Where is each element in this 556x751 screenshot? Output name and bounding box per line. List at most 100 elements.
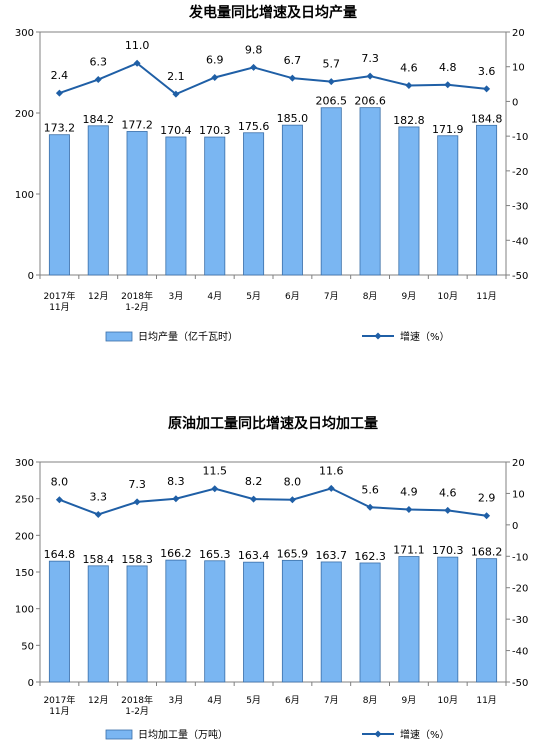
growth-label: 11.0 — [125, 39, 150, 52]
growth-point — [288, 74, 296, 82]
bar-label: 168.2 — [471, 546, 503, 559]
legend-bar-label: 日均加工量（万吨） — [138, 728, 228, 741]
y2-tick-label: 10 — [512, 489, 525, 500]
growth-point — [288, 496, 296, 504]
bar — [165, 136, 187, 276]
x-tick-label: 3月 — [169, 695, 184, 706]
growth-label: 7.3 — [128, 478, 146, 491]
bar-label: 182.8 — [393, 114, 425, 127]
bar-label: 185.0 — [277, 112, 309, 125]
x-tick-label: 5月 — [246, 291, 261, 302]
x-tick-label: 7月 — [324, 291, 339, 302]
y-tick-label: 150 — [15, 568, 34, 579]
x-tick-label: 2017年 11月 — [43, 290, 75, 313]
growth-label: 11.5 — [203, 465, 228, 478]
growth-point — [327, 78, 335, 86]
bar — [204, 560, 226, 683]
growth-label: 4.8 — [439, 61, 457, 74]
growth-point — [405, 81, 413, 89]
growth-point — [250, 63, 258, 71]
y-tick-label: 200 — [15, 531, 34, 542]
growth-point — [94, 76, 102, 84]
bar — [243, 132, 265, 276]
legend-bar-swatch — [105, 729, 133, 740]
y-tick-label: 300 — [15, 28, 34, 39]
bar — [126, 565, 148, 683]
growth-label: 4.9 — [400, 485, 418, 498]
growth-label: 3.3 — [90, 490, 108, 503]
growth-point — [55, 89, 63, 97]
growth-point — [366, 503, 374, 511]
bar — [87, 125, 109, 276]
bar — [476, 124, 498, 276]
bar-label: 173.2 — [44, 122, 76, 135]
chart-title: 发电量同比增速及日均产量 — [188, 4, 357, 21]
growth-point — [483, 85, 491, 93]
bar-label: 206.5 — [316, 95, 348, 108]
y2-tick-label: -50 — [512, 678, 528, 689]
bar — [48, 560, 70, 683]
y-tick-label: 0 — [28, 271, 34, 282]
growth-label: 5.7 — [323, 58, 341, 71]
x-tick-label: 10月 — [438, 695, 458, 706]
growth-label: 2.9 — [478, 492, 496, 505]
growth-label: 8.0 — [51, 476, 69, 489]
y-tick-label: 100 — [15, 190, 34, 201]
x-tick-label: 11月 — [476, 695, 496, 706]
x-tick-label: 2018年 1-2月 — [121, 290, 153, 313]
y-tick-label: 50 — [21, 641, 34, 652]
growth-label: 11.6 — [319, 464, 344, 477]
y-tick-label: 200 — [15, 109, 34, 120]
growth-point — [250, 495, 258, 503]
growth-label: 2.1 — [167, 70, 185, 83]
bar-label: 164.8 — [44, 548, 76, 561]
y2-tick-label: -10 — [512, 132, 528, 143]
bar — [204, 136, 226, 276]
growth-point — [172, 495, 180, 503]
bar — [87, 565, 109, 683]
y-tick-label: 250 — [15, 495, 34, 506]
growth-point — [55, 496, 63, 504]
legend: 日均产量（亿千瓦时） 增速（%） — [105, 330, 450, 343]
bar-label: 170.3 — [432, 544, 464, 557]
growth-label: 7.3 — [361, 52, 379, 65]
x-tick-label: 2017年 11月 — [43, 694, 75, 717]
bar — [165, 559, 187, 683]
bar-label: 165.9 — [277, 547, 309, 560]
x-tick-label: 2018年 1-2月 — [121, 694, 153, 717]
bar — [281, 124, 303, 276]
x-tick-label: 9月 — [402, 291, 417, 302]
y2-tick-label: 0 — [512, 97, 518, 108]
bar-label: 163.7 — [316, 549, 348, 562]
growth-point — [172, 90, 180, 98]
bar-label: 165.3 — [199, 548, 231, 561]
growth-label: 9.8 — [245, 43, 263, 56]
x-tick-label: 3月 — [169, 291, 184, 302]
x-tick-label: 11月 — [476, 291, 496, 302]
y2-tick-label: 20 — [512, 458, 525, 469]
x-tick-label: 9月 — [402, 695, 417, 706]
growth-label: 8.3 — [167, 475, 185, 488]
x-tick-label: 4月 — [207, 695, 222, 706]
bar — [243, 561, 265, 683]
growth-point — [405, 505, 413, 513]
bar — [281, 559, 303, 683]
bar-label: 158.3 — [121, 553, 153, 566]
growth-label: 3.6 — [478, 65, 496, 78]
y2-tick-label: -10 — [512, 552, 528, 563]
plot-frame — [39, 31, 507, 276]
bar-label: 163.4 — [238, 549, 270, 562]
x-tick-label: 6月 — [285, 695, 300, 706]
y2-tick-label: -50 — [512, 271, 528, 282]
y-tick-label: 100 — [15, 605, 34, 616]
growth-label: 5.6 — [361, 483, 379, 496]
growth-point — [133, 59, 141, 67]
legend-bar-label: 日均产量（亿千瓦时） — [138, 330, 238, 343]
growth-label: 6.7 — [284, 54, 302, 67]
chart-title: 原油加工量同比增速及日均加工量 — [168, 415, 378, 432]
bar — [398, 126, 420, 276]
growth-label: 6.3 — [90, 56, 108, 69]
x-tick-label: 12月 — [88, 291, 108, 302]
